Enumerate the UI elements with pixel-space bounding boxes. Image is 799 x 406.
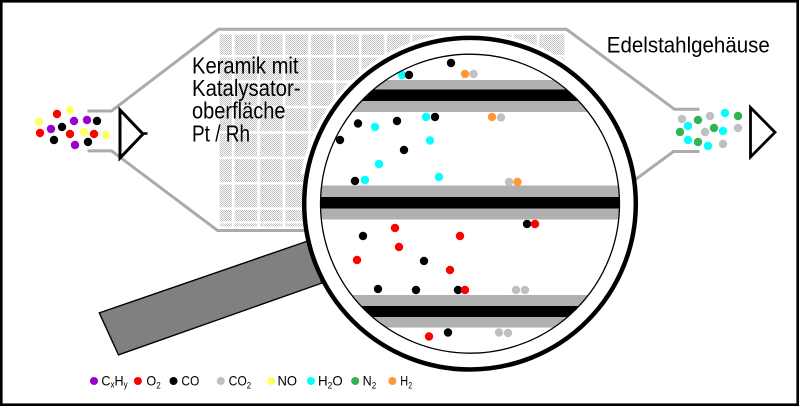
svg-text:Katalysator-: Katalysator- <box>192 75 301 101</box>
svg-text:CO2: CO2 <box>229 373 252 391</box>
svg-text:oberfläche: oberfläche <box>192 98 286 124</box>
svg-text:NO: NO <box>278 373 298 389</box>
svg-text:H2O: H2O <box>318 373 343 391</box>
svg-text:CO: CO <box>181 373 199 389</box>
svg-text:Edelstahlgehäuse: Edelstahlgehäuse <box>607 33 770 58</box>
svg-text:Pt / Rh: Pt / Rh <box>192 120 250 146</box>
svg-text:Keramik mit: Keramik mit <box>192 52 299 78</box>
svg-text:H2: H2 <box>400 373 412 391</box>
svg-text:CxHy: CxHy <box>101 373 128 390</box>
